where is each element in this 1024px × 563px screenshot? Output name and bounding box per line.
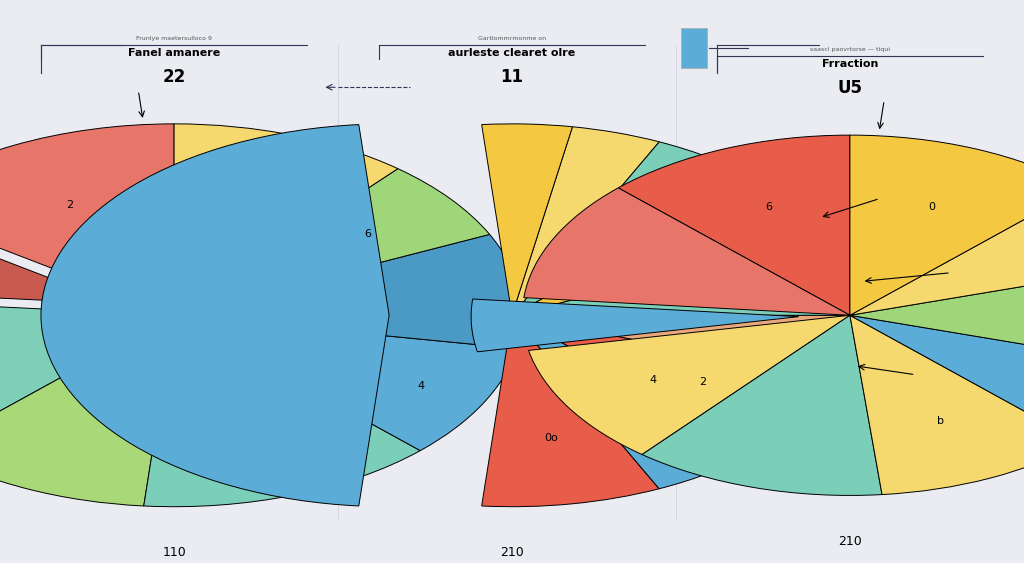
Wedge shape <box>528 315 850 454</box>
Text: 2: 2 <box>66 200 73 210</box>
Wedge shape <box>850 315 1024 443</box>
Wedge shape <box>0 194 117 303</box>
Wedge shape <box>0 315 174 506</box>
Wedge shape <box>512 234 860 315</box>
Wedge shape <box>481 315 659 507</box>
Wedge shape <box>471 299 799 352</box>
Wedge shape <box>850 263 1024 368</box>
Text: 2: 2 <box>699 377 707 387</box>
Wedge shape <box>143 315 420 507</box>
Text: 110: 110 <box>162 546 186 559</box>
Wedge shape <box>0 124 174 315</box>
Text: b: b <box>938 416 944 426</box>
Wedge shape <box>512 180 827 315</box>
Wedge shape <box>512 315 758 489</box>
Wedge shape <box>524 188 850 315</box>
Wedge shape <box>0 298 174 450</box>
Wedge shape <box>512 142 758 315</box>
Bar <box>681 28 707 68</box>
Wedge shape <box>174 169 489 315</box>
Text: 210: 210 <box>838 535 862 548</box>
Text: saascl paovrtorse — tiqui: saascl paovrtorse — tiqui <box>810 47 890 52</box>
Wedge shape <box>481 124 572 315</box>
Text: 4: 4 <box>649 375 656 385</box>
Text: 4: 4 <box>418 381 425 391</box>
Text: 210: 210 <box>500 546 524 559</box>
Wedge shape <box>41 124 389 506</box>
Wedge shape <box>850 135 1024 315</box>
Wedge shape <box>512 315 839 450</box>
Wedge shape <box>850 315 1024 494</box>
Text: Gartlommrmonme on: Gartlommrmonme on <box>478 35 546 41</box>
Wedge shape <box>512 127 659 315</box>
Wedge shape <box>618 135 850 315</box>
Wedge shape <box>512 315 860 381</box>
Text: 6: 6 <box>364 229 371 239</box>
Text: Frraction: Frraction <box>821 59 879 69</box>
Text: 0: 0 <box>928 202 935 212</box>
Wedge shape <box>642 315 882 495</box>
Wedge shape <box>174 234 522 348</box>
Text: 0o: 0o <box>545 433 558 443</box>
Wedge shape <box>174 315 517 450</box>
Wedge shape <box>850 188 1024 315</box>
Text: 6: 6 <box>765 202 772 212</box>
Text: U5: U5 <box>838 79 862 97</box>
Text: 11: 11 <box>501 68 523 86</box>
Wedge shape <box>174 124 398 315</box>
Text: Fanel amanere: Fanel amanere <box>128 48 220 58</box>
Text: 22: 22 <box>163 68 185 86</box>
Text: Frunlye maetersulloco 9: Frunlye maetersulloco 9 <box>136 35 212 41</box>
Text: aurleste clearet olre: aurleste clearet olre <box>449 48 575 58</box>
